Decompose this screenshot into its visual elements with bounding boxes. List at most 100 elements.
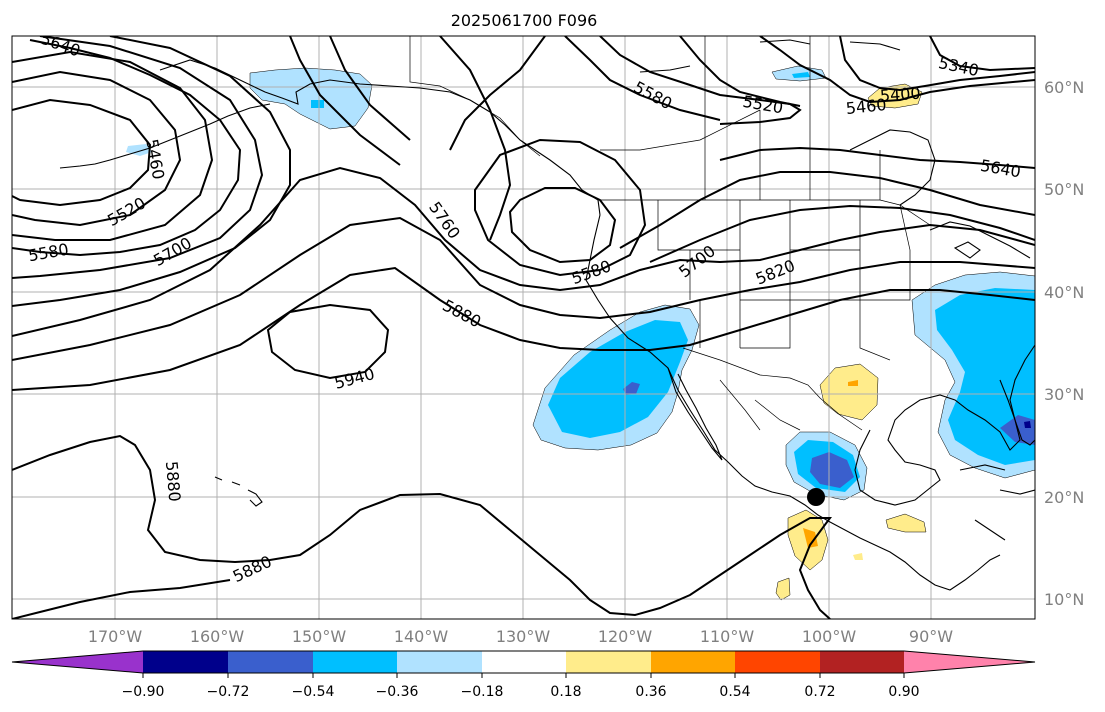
colorbar: −0.90 −0.72 −0.54 −0.36 −0.18 0.18 0.36 … — [11, 650, 1036, 700]
coast-caribbean — [959, 464, 1035, 541]
contour-label: 5460 — [845, 95, 887, 118]
map-frame — [11, 35, 1036, 620]
border-alaska — [409, 36, 541, 157]
lon-label: 150°W — [292, 627, 347, 646]
lon-label: 130°W — [496, 627, 551, 646]
contour-5460-ring — [12, 70, 182, 227]
contour-low-ring-2 — [474, 138, 647, 277]
colorbar-segment — [143, 651, 228, 673]
colorbar-tick-label: −0.90 — [122, 684, 165, 700]
anomaly-mexico-peak — [810, 452, 854, 488]
colorbar-segment — [482, 651, 566, 673]
colorbar-ticks — [142, 673, 905, 678]
anomaly-east-core — [935, 288, 1035, 465]
latitude-labels: 10°N 20°N 30°N 40°N 50°N 60°N — [1044, 78, 1084, 609]
coast-baja — [667, 367, 723, 461]
colorbar-segment — [228, 651, 313, 673]
contour-5940 — [266, 303, 390, 380]
anomaly-texas-orange — [848, 380, 858, 386]
contour-labels: 5640 5460 5520 5580 5700 5760 5580 5700 … — [27, 36, 1023, 586]
contour-5640-nw — [12, 39, 242, 257]
graticule — [12, 36, 1035, 619]
contour-low-closed — [508, 187, 617, 264]
contour-5880-sw-tail — [12, 579, 231, 619]
figure-title: 2025061700 F096 — [451, 11, 598, 30]
anomaly-shading — [126, 65, 1035, 601]
coast-florida — [999, 379, 1035, 446]
colorbar-extend-high — [904, 651, 1035, 673]
contour-ridge-1 — [439, 36, 512, 241]
colorbar-tick-label: 0.90 — [888, 684, 919, 700]
contour-5700-ne — [619, 171, 1035, 249]
coast-alaska — [159, 59, 601, 216]
border-canada-prov — [600, 36, 881, 200]
colorbar-tick-label: 0.18 — [550, 684, 581, 700]
lon-label: 170°W — [88, 627, 143, 646]
lat-label: 50°N — [1044, 180, 1084, 199]
lat-label: 30°N — [1044, 385, 1084, 404]
colorbar-tick-label: 0.72 — [804, 684, 835, 700]
colorbar-segment — [820, 651, 904, 673]
contour-5580-west — [12, 36, 264, 279]
lon-label: 90°W — [909, 627, 953, 646]
colorbar-segment — [735, 651, 820, 673]
colorbar-tick-label: −0.18 — [461, 684, 504, 700]
contour-label: 5400 — [879, 84, 921, 106]
anomaly-east-peak-deep — [1024, 421, 1031, 428]
contour-5760-ne — [649, 204, 1035, 263]
lat-label: 10°N — [1044, 590, 1084, 609]
anomaly-alaska-light — [249, 67, 373, 130]
coast-gulf — [854, 344, 1035, 506]
coastlines — [59, 39, 1035, 591]
border-mexico-states — [719, 379, 801, 431]
contour-5580-ne — [599, 36, 802, 125]
anomaly-pacmex-orange — [803, 528, 818, 548]
colorbar-segment — [397, 651, 482, 673]
anomaly-yucatan-yellow — [885, 513, 927, 533]
lon-label: 160°W — [190, 627, 245, 646]
colorbar-tick-label: −0.36 — [376, 684, 419, 700]
contour-alaska-trough-1 — [289, 36, 401, 166]
location-marker-dot — [807, 488, 825, 506]
coast-hawaii — [214, 476, 263, 507]
contour-trough-west-arm — [449, 36, 546, 151]
anomaly-cam-yellow — [775, 577, 791, 601]
lat-label: 60°N — [1044, 78, 1084, 97]
contour-5400-ne — [839, 36, 1035, 92]
borders — [409, 36, 931, 431]
lon-label: 140°W — [394, 627, 449, 646]
contour-5640-ne — [719, 146, 1035, 169]
colorbar-segment — [313, 651, 397, 673]
contour-5880-north — [12, 266, 1035, 391]
height-contours — [12, 36, 1035, 619]
map-panel: 5640 5460 5520 5580 5700 5760 5580 5700 … — [12, 36, 1035, 619]
contour-5460-ne — [759, 36, 1035, 104]
coast-west — [585, 214, 1001, 591]
colorbar-tick-label: 0.54 — [719, 684, 750, 700]
border-us-mexico — [682, 347, 863, 431]
contour-alaska-trough-2 — [329, 36, 411, 141]
colorbar-tick-label: −0.72 — [207, 684, 250, 700]
longitude-labels: 170°W 160°W 150°W 140°W 130°W 120°W 110°… — [88, 627, 953, 646]
contour-5520-ne — [679, 36, 801, 107]
lat-label: 40°N — [1044, 283, 1084, 302]
contour-5760-band — [12, 166, 1035, 337]
anomaly-alaska-core — [311, 100, 324, 108]
colorbar-segment — [651, 651, 735, 673]
anomaly-canada-core — [792, 72, 810, 78]
contour-5880-south — [12, 434, 832, 619]
anomaly-pacific-peak — [623, 382, 640, 395]
lat-label: 20°N — [1044, 488, 1084, 507]
lon-label: 110°W — [700, 627, 755, 646]
colorbar-segment — [566, 651, 651, 673]
border-us-states — [657, 200, 911, 361]
contour-5820-band — [12, 216, 1035, 361]
colorbar-extend-low — [12, 651, 143, 673]
lon-label: 100°W — [802, 627, 857, 646]
anomaly-small-yellow-1 — [853, 553, 863, 560]
contour-low-inner — [12, 98, 152, 207]
contour-5520-ring — [12, 50, 214, 241]
contour-5340-ne — [929, 36, 1035, 72]
coast-hudson — [849, 129, 936, 206]
